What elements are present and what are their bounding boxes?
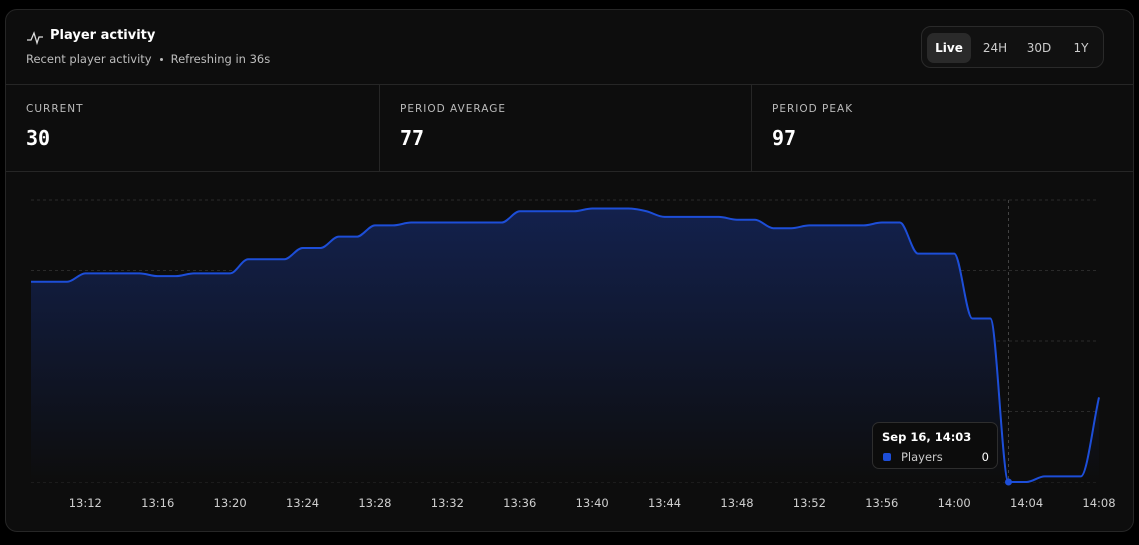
area (31, 208, 1099, 482)
x-tick-label: 13:20 (214, 496, 247, 510)
tooltip-value: 0 (981, 450, 989, 464)
tabs: Live 24H 30D 1Y (921, 26, 1104, 68)
x-tick-label: 13:56 (865, 496, 898, 510)
title: Player activity (50, 28, 156, 43)
legend-swatch (883, 453, 891, 461)
tab[interactable]: 30D (1026, 41, 1052, 55)
stat-value: 97 (772, 126, 797, 150)
x-tick-label: 13:32 (431, 496, 464, 510)
tab[interactable]: Live (927, 33, 971, 63)
subtitle: Recent player activity (26, 52, 152, 66)
tooltip-title: Sep 16, 14:03 (882, 430, 972, 444)
x-tick-label: 14:08 (1082, 496, 1115, 510)
separator (159, 58, 163, 61)
x-tick-label: 13:44 (648, 496, 681, 510)
x-tick-label: 13:52 (793, 496, 826, 510)
stat-label: CURRENT (26, 103, 84, 115)
x-tick-label: 13:28 (358, 496, 391, 510)
divider (379, 85, 380, 171)
tab[interactable]: 24H (982, 41, 1008, 55)
stat-value: 77 (400, 126, 425, 150)
x-tick-label: 14:00 (938, 496, 971, 510)
divider (6, 84, 1133, 85)
x-tick-label: 13:12 (69, 496, 102, 510)
tab[interactable]: 1Y (1073, 41, 1089, 55)
x-tick-label: 13:16 (141, 496, 174, 510)
subtitle-row: Recent player activity Refreshing in 36s (26, 52, 270, 66)
x-tick-label: 13:24 (286, 496, 319, 510)
hover-point (1004, 478, 1012, 486)
stat-label: PERIOD AVERAGE (400, 103, 507, 115)
x-tick-label: 14:04 (1010, 496, 1043, 510)
tooltip: Sep 16, 14:03 Players 0 (872, 422, 998, 469)
activity-icon (27, 31, 43, 46)
legend-label: Players (901, 450, 943, 464)
x-tick-label: 13:48 (720, 496, 753, 510)
divider (6, 171, 1133, 172)
divider (751, 85, 752, 171)
refresh: Refreshing in 36s (170, 52, 271, 66)
line (31, 207, 1100, 483)
x-tick-label: 13:40 (576, 496, 609, 510)
stat-label: PERIOD PEAK (772, 103, 854, 115)
x-tick-label: 13:36 (503, 496, 536, 510)
stat-value: 30 (26, 126, 51, 150)
